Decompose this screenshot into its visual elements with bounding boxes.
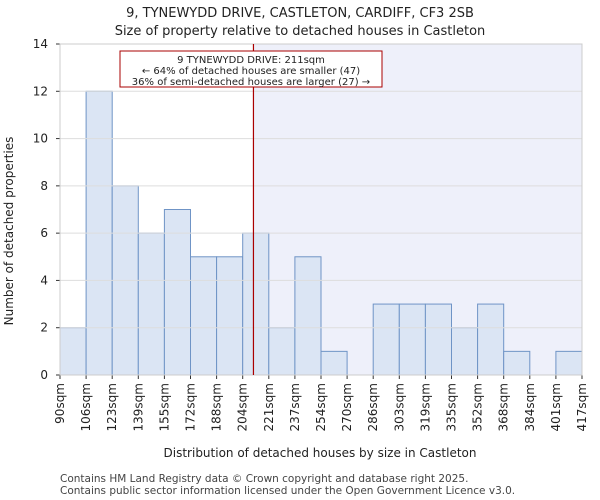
x-tick-label: 286sqm xyxy=(366,383,380,431)
annotation-line: 9 TYNEWYDD DRIVE: 211sqm xyxy=(177,55,325,66)
x-tick-label: 270sqm xyxy=(340,383,354,431)
x-tick-label: 401sqm xyxy=(549,383,563,431)
x-tick-label: 204sqm xyxy=(236,383,250,431)
y-tick-label: 10 xyxy=(33,132,48,146)
histogram-bar xyxy=(424,303,452,376)
histogram-bar xyxy=(216,256,244,376)
y-axis-label: Number of detached properties xyxy=(2,137,16,326)
chart-title: 9, TYNEWYDD DRIVE, CASTLETON, CARDIFF, C… xyxy=(126,6,474,21)
x-tick-label: 139sqm xyxy=(131,383,145,431)
x-tick-label: 188sqm xyxy=(210,383,224,431)
x-axis-label: Distribution of detached houses by size … xyxy=(164,446,477,460)
y-tick-label: 8 xyxy=(40,179,48,193)
y-tick-label: 0 xyxy=(40,368,48,382)
annotation-line: 36% of semi-detached houses are larger (… xyxy=(132,77,370,88)
footer-copyright: Contains HM Land Registry data © Crown c… xyxy=(60,473,469,485)
x-tick-label: 368sqm xyxy=(497,383,511,431)
x-tick-label: 90sqm xyxy=(53,383,67,424)
y-tick-label: 2 xyxy=(40,321,48,335)
histogram-bar xyxy=(242,232,270,376)
histogram-bar xyxy=(59,327,87,376)
footer-licence: Contains public sector information licen… xyxy=(60,485,516,497)
histogram-bar xyxy=(294,256,322,376)
histogram-bar xyxy=(451,327,479,376)
histogram-bar xyxy=(190,256,218,376)
histogram-bar xyxy=(137,232,165,376)
y-tick-label: 14 xyxy=(33,37,48,51)
histogram-bar xyxy=(503,350,531,376)
y-tick-label: 4 xyxy=(40,273,48,287)
x-tick-label: 123sqm xyxy=(105,383,119,431)
x-tick-label: 303sqm xyxy=(392,383,406,431)
y-tick-label: 6 xyxy=(40,226,48,240)
x-tick-label: 237sqm xyxy=(288,383,302,431)
x-tick-label: 417sqm xyxy=(575,383,589,431)
x-tick-label: 352sqm xyxy=(471,383,485,431)
histogram-bar xyxy=(372,303,400,376)
annotation-box xyxy=(119,50,383,88)
annotation-line: ← 64% of detached houses are smaller (47… xyxy=(142,66,360,77)
chart-subtitle: Size of property relative to detached ho… xyxy=(114,24,486,39)
x-tick-label: 221sqm xyxy=(262,383,276,431)
x-tick-label: 254sqm xyxy=(314,383,328,431)
histogram-bar xyxy=(398,303,426,376)
histogram-bar xyxy=(268,327,296,376)
x-tick-label: 172sqm xyxy=(184,383,198,431)
histogram-bar xyxy=(163,209,191,376)
histogram-bar xyxy=(320,350,348,376)
x-tick-label: 335sqm xyxy=(445,383,459,431)
histogram-bar xyxy=(555,350,583,376)
histogram-bar xyxy=(477,303,505,376)
plot-frame xyxy=(59,43,583,376)
x-tick-label: 384sqm xyxy=(523,383,537,431)
y-tick-label: 12 xyxy=(33,84,48,98)
x-tick-label: 319sqm xyxy=(418,383,432,431)
x-tick-label: 106sqm xyxy=(79,383,93,431)
x-tick-label: 155sqm xyxy=(157,383,171,431)
